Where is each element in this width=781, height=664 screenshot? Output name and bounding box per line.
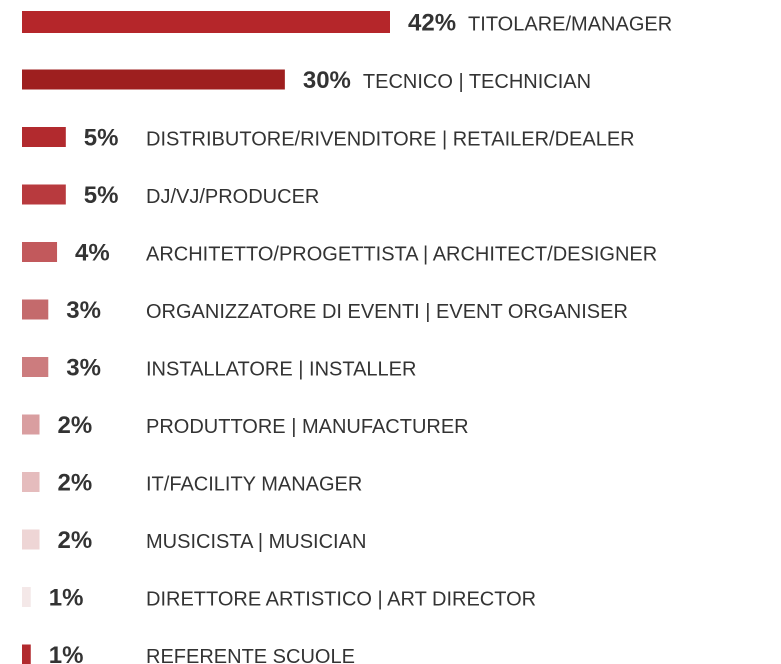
value-label: 42%	[408, 9, 456, 36]
bar	[22, 299, 49, 320]
bar	[22, 472, 40, 492]
bar	[22, 184, 66, 205]
value-label: 4%	[75, 239, 110, 266]
bar	[22, 587, 31, 607]
value-label: 2%	[58, 412, 93, 439]
bar	[22, 69, 285, 90]
value-label: 3%	[66, 354, 101, 381]
category-label: TECNICO | TECHNICIAN	[363, 71, 591, 93]
value-label: 30%	[303, 67, 351, 94]
category-label: INSTALLATORE | INSTALLER	[146, 358, 416, 380]
category-label: MUSICISTA | MUSICIAN	[146, 531, 366, 553]
bar	[22, 414, 40, 435]
bar	[22, 357, 49, 377]
category-label: ORGANIZZATORE DI EVENTI | EVENT ORGANISE…	[146, 301, 628, 323]
value-label: 5%	[84, 124, 119, 151]
category-label: ARCHITETTO/PROGETTISTA | ARCHITECT/DESIG…	[146, 243, 657, 265]
category-label: DIRETTORE ARTISTICO | ART DIRECTOR	[146, 588, 536, 610]
category-label: PRODUTTORE | MANUFACTURER	[146, 416, 469, 438]
category-label: IT/FACILITY MANAGER	[146, 473, 362, 495]
bar	[22, 127, 66, 147]
value-label: 3%	[66, 297, 101, 324]
category-label: DISTRIBUTORE/RIVENDITORE | RETAILER/DEAL…	[146, 128, 635, 150]
bar	[22, 11, 390, 33]
category-label: DJ/VJ/PRODUCER	[146, 186, 319, 208]
value-label: 1%	[49, 584, 84, 611]
value-label: 1%	[49, 642, 84, 664]
bar	[22, 242, 58, 262]
category-label: REFERENTE SCUOLE	[146, 646, 355, 664]
value-label: 2%	[58, 469, 93, 496]
value-label: 5%	[84, 182, 119, 209]
bar	[22, 529, 40, 550]
value-label: 2%	[58, 527, 93, 554]
category-label: TITOLARE/MANAGER	[468, 13, 672, 35]
bar	[22, 644, 31, 664]
